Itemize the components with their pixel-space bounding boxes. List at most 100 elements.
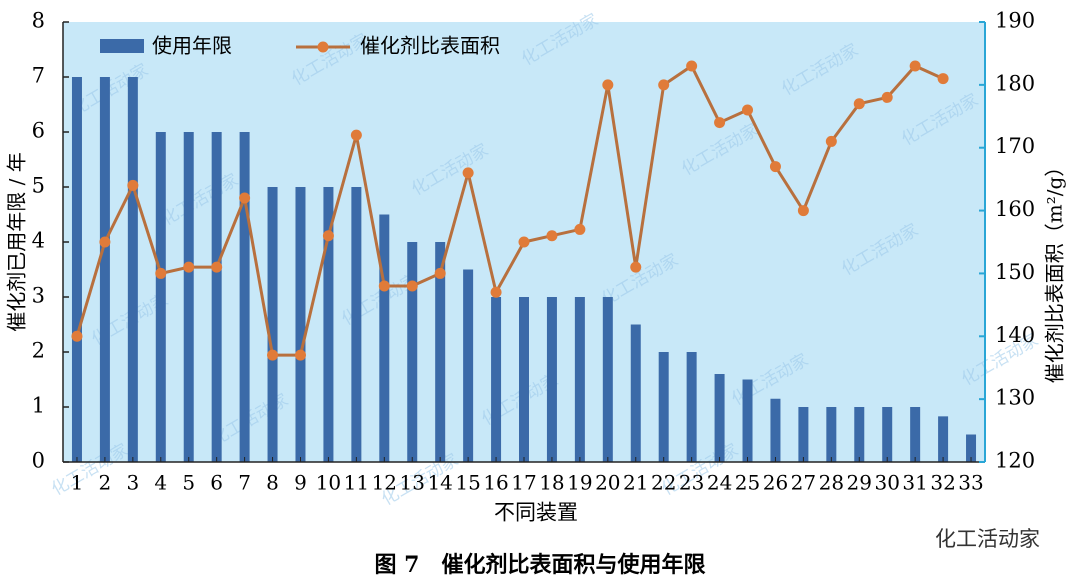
bar: [658, 352, 669, 462]
bar: [155, 132, 166, 462]
line-marker: [574, 223, 586, 235]
legend-label: 使用年限: [152, 34, 232, 58]
y-tick-label: 3: [32, 284, 45, 308]
logo-text: 化工活动家: [935, 527, 1040, 551]
line-marker: [462, 167, 474, 179]
bar: [686, 352, 697, 462]
line-marker: [350, 129, 362, 141]
x-tick-label: 12: [372, 471, 397, 495]
x-tick-label: 25: [735, 471, 760, 495]
bar: [323, 187, 334, 462]
bar: [295, 187, 306, 462]
x-tick-label: 23: [679, 471, 704, 495]
x-tick-label: 14: [427, 471, 452, 495]
bar: [183, 132, 194, 462]
legend-marker: [317, 41, 329, 53]
x-tick-label: 20: [595, 471, 620, 495]
y-tick-label: 6: [32, 119, 45, 143]
bar: [770, 398, 781, 462]
line-marker: [742, 104, 754, 116]
x-tick-label: 27: [791, 471, 816, 495]
y-tick-label: 1: [32, 394, 45, 418]
line-marker: [267, 349, 279, 361]
bar: [742, 379, 753, 462]
line-marker: [797, 205, 809, 217]
line-marker: [406, 280, 418, 292]
bar: [630, 324, 641, 462]
x-tick-label: 6: [210, 471, 223, 495]
bar: [519, 297, 529, 462]
line: [75, 63, 944, 357]
x-tick-label: 33: [958, 471, 983, 495]
line-marker: [99, 236, 111, 248]
bar: [826, 407, 837, 462]
y2-tick-label: 120: [995, 449, 1035, 473]
x-tick-label: 29: [847, 471, 872, 495]
line-marker: [909, 60, 921, 72]
x-tick-label: 31: [902, 471, 927, 495]
x-axis-label: 不同装置: [494, 501, 578, 525]
bar: [267, 187, 278, 462]
line-marker: [825, 135, 837, 147]
x-tick-label: 15: [455, 471, 480, 495]
x-tick-label: 22: [651, 471, 676, 495]
x-tick-label: 16: [483, 471, 508, 495]
bar: [854, 407, 865, 462]
legend-label: 催化剂比表面积: [360, 34, 500, 58]
line-marker: [546, 230, 558, 242]
x-tick-label: 21: [623, 471, 648, 495]
line-marker: [294, 349, 306, 361]
bar: [491, 297, 502, 462]
y2-tick-label: 150: [995, 260, 1035, 284]
line-marker: [211, 261, 223, 273]
line-marker: [658, 79, 670, 91]
bar: [882, 407, 893, 462]
bar: [127, 77, 138, 462]
x-tick-label: 13: [400, 471, 425, 495]
x-tick-label: 4: [154, 471, 167, 495]
x-tick-label: 17: [511, 471, 536, 495]
legend-swatch: [100, 39, 144, 53]
x-tick-label: 19: [567, 471, 592, 495]
line-marker: [853, 98, 865, 110]
line-marker: [630, 261, 642, 273]
bar: [407, 242, 418, 462]
bar: [351, 187, 362, 462]
line-marker: [490, 286, 502, 298]
y-axis-label: 催化剂已用年限 / 年: [5, 152, 29, 331]
line-marker: [71, 330, 83, 342]
bar: [211, 132, 222, 462]
bar: [798, 407, 809, 462]
bar: [938, 416, 949, 462]
line-marker: [239, 192, 251, 204]
x-tick-label: 26: [763, 471, 788, 495]
bar: [966, 434, 977, 462]
x-tick-label: 7: [238, 471, 251, 495]
x-tick-label: 3: [126, 471, 139, 495]
bar: [463, 269, 474, 462]
x-tick-label: 30: [874, 471, 899, 495]
x-tick-label: 9: [294, 471, 307, 495]
x-tick-label: 11: [344, 471, 369, 495]
y-tick-label: 4: [32, 229, 45, 253]
y2-tick-label: 190: [995, 9, 1035, 33]
x-tick-label: 8: [266, 471, 279, 495]
bar: [239, 132, 250, 462]
x-tick-label: 28: [819, 471, 844, 495]
x-tick-label: 1: [71, 471, 84, 495]
line-marker: [155, 267, 167, 279]
line-marker: [937, 73, 949, 85]
caption: 图 7 催化剂比表面积与使用年限: [375, 552, 706, 578]
line-marker: [378, 280, 390, 292]
line-marker: [322, 230, 334, 242]
x-tick-label: 2: [99, 471, 112, 495]
line-marker: [127, 179, 139, 191]
y-tick-label: 7: [32, 64, 45, 88]
bar: [546, 297, 557, 462]
y-tick-label: 8: [32, 9, 45, 33]
bar: [379, 214, 390, 462]
x-tick-label: 10: [316, 471, 341, 495]
x-tick-label: 24: [707, 471, 732, 495]
bar: [71, 77, 82, 462]
